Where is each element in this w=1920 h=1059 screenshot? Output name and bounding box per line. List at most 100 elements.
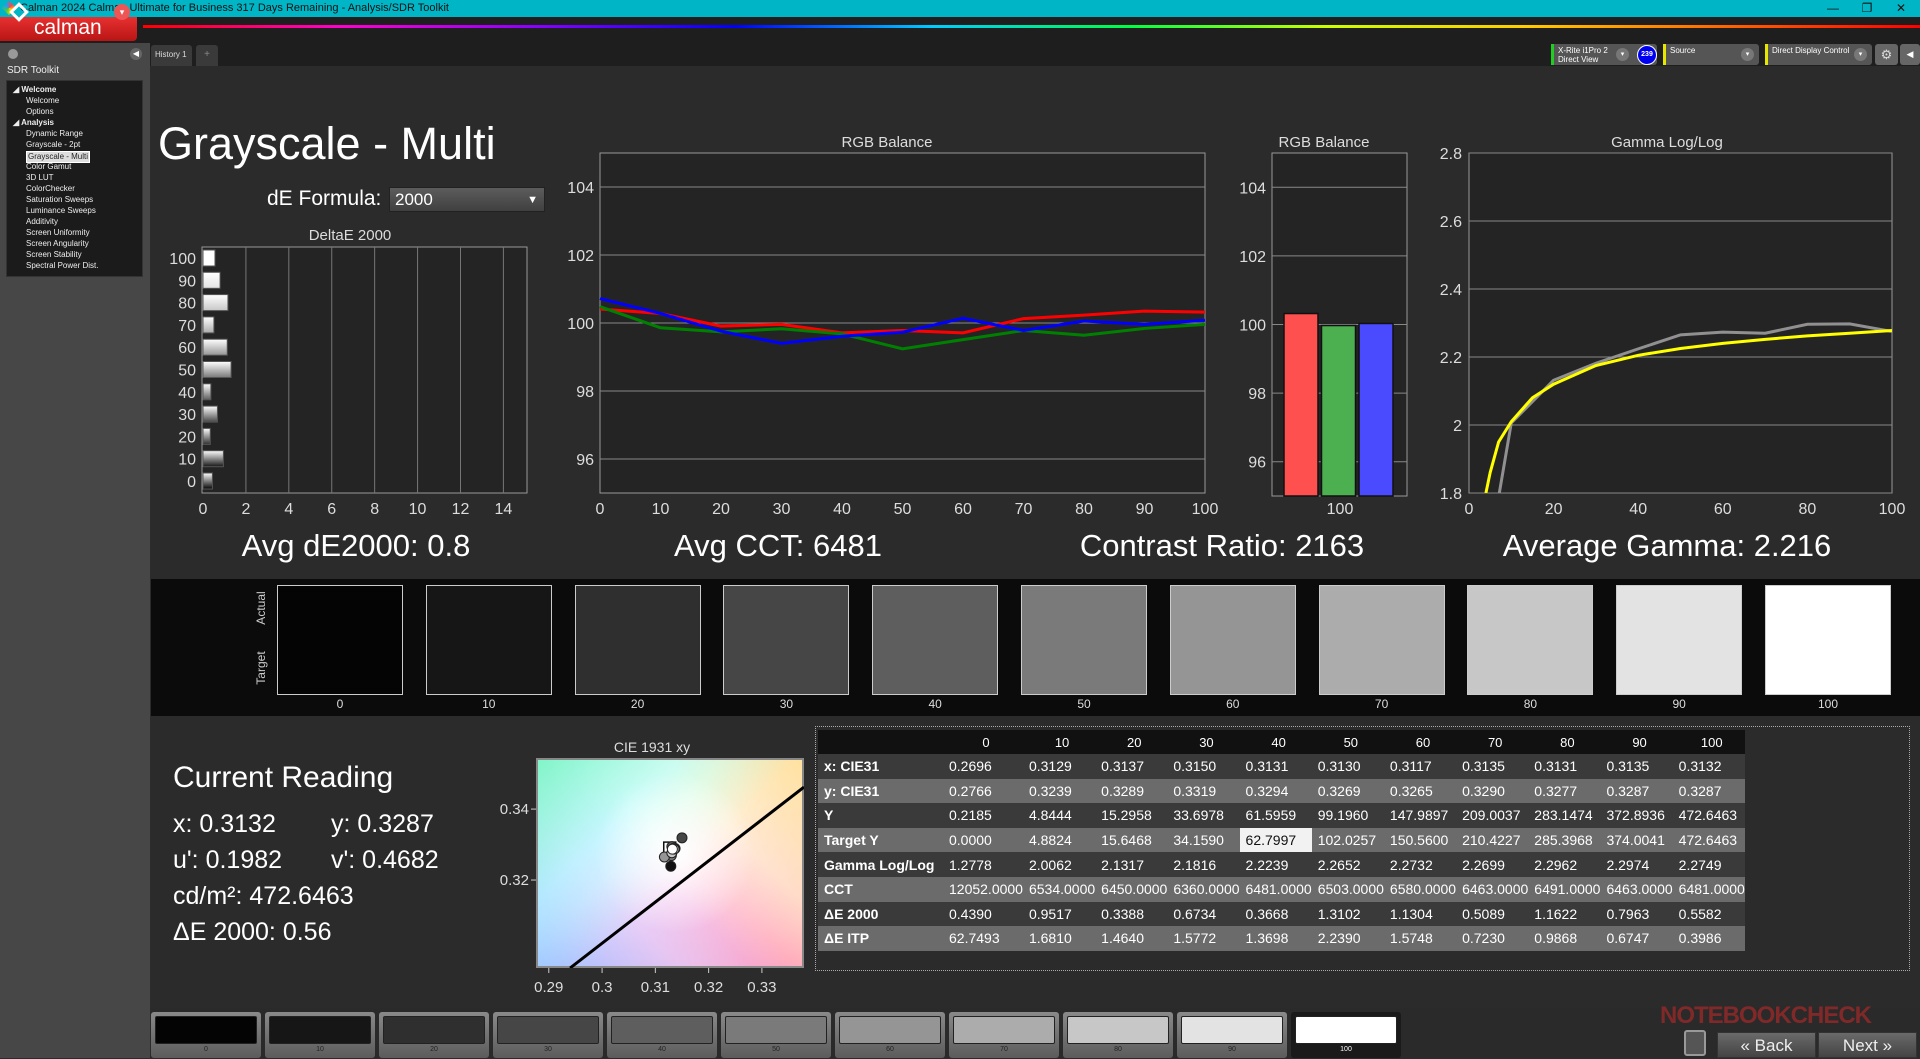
patch-button-70[interactable]: 70 — [949, 1012, 1059, 1058]
back-button[interactable]: « Back — [1717, 1032, 1816, 1058]
display-control-selector[interactable]: Direct Display Control ▾ — [1765, 44, 1872, 65]
table-cell[interactable]: 6481.0000 — [1239, 876, 1312, 902]
close-button[interactable]: ✕ — [1895, 1, 1907, 15]
table-cell[interactable]: 283.1474 — [1528, 803, 1601, 828]
table-cell[interactable]: 0.3137 — [1095, 754, 1168, 779]
table-cell[interactable]: 0.3150 — [1167, 754, 1240, 779]
table-cell[interactable]: 374.0041 — [1600, 827, 1673, 853]
table-cell[interactable]: 472.6463 — [1672, 827, 1745, 853]
table-cell[interactable]: 2.1317 — [1095, 852, 1168, 877]
table-cell[interactable]: 2.2732 — [1383, 852, 1457, 877]
table-cell[interactable]: 0.5089 — [1456, 901, 1529, 927]
table-cell[interactable]: 2.2974 — [1600, 852, 1673, 877]
next-button[interactable]: Next » — [1818, 1032, 1917, 1058]
table-cell[interactable]: 0.2696 — [943, 754, 1023, 779]
tree-item[interactable]: ColorChecker — [26, 184, 75, 193]
chevron-down-icon[interactable]: ▾ — [1741, 48, 1754, 61]
table-cell[interactable]: 0.5582 — [1672, 901, 1745, 927]
table-cell[interactable]: 0.3117 — [1383, 754, 1457, 779]
collapse-sidebar-button[interactable]: ◀ — [130, 48, 142, 60]
table-cell[interactable]: 0.3132 — [1672, 754, 1745, 779]
tree-item[interactable]: Welcome — [26, 96, 60, 105]
table-cell[interactable]: 6463.0000 — [1456, 876, 1529, 902]
table-cell[interactable]: 150.5600 — [1383, 827, 1457, 853]
table-cell[interactable]: 0.3289 — [1095, 778, 1168, 804]
patch-button-40[interactable]: 40 — [607, 1012, 717, 1058]
table-cell[interactable]: 0.3239 — [1022, 778, 1096, 804]
table-cell[interactable]: 285.3968 — [1528, 827, 1601, 853]
chevron-down-icon[interactable]: ▾ — [114, 4, 130, 20]
table-cell[interactable]: 0.3277 — [1528, 778, 1601, 804]
table-cell[interactable]: 0.3319 — [1167, 778, 1240, 804]
table-cell[interactable]: 0.3129 — [1022, 754, 1096, 779]
source-selector[interactable]: Source ▾ — [1663, 44, 1759, 65]
minimize-button[interactable]: — — [1827, 1, 1839, 15]
tree-item[interactable]: Luminance Sweeps — [26, 206, 96, 215]
patch-button-30[interactable]: 30 — [493, 1012, 603, 1058]
tree-item[interactable]: Grayscale - Multi — [26, 151, 91, 163]
table-cell[interactable]: 1.4640 — [1095, 926, 1168, 951]
table-cell[interactable]: 0.2766 — [943, 778, 1023, 804]
tree-group[interactable]: ◢ Welcome — [13, 85, 57, 94]
table-cell[interactable]: 0.3135 — [1600, 754, 1673, 779]
table-cell[interactable]: 209.0037 — [1456, 803, 1529, 828]
table-cell[interactable]: 0.6734 — [1167, 901, 1240, 927]
table-cell[interactable]: 12052.0000 — [943, 876, 1023, 902]
calman-menu-button[interactable]: calman — [0, 17, 137, 41]
tree-item[interactable]: Color Gamut — [26, 162, 72, 171]
tab-history-1[interactable]: History 1 — [151, 45, 192, 66]
table-cell[interactable]: 0.7230 — [1456, 926, 1529, 951]
table-cell[interactable]: 0.3668 — [1239, 901, 1312, 927]
add-tab-button[interactable]: + — [196, 45, 218, 66]
tree-item[interactable]: Grayscale - 2pt — [26, 140, 81, 149]
table-cell[interactable]: 0.6747 — [1600, 926, 1673, 951]
table-cell[interactable]: 99.1960 — [1311, 803, 1384, 828]
table-cell[interactable]: 2.0062 — [1022, 852, 1096, 877]
table-cell[interactable]: 0.9868 — [1528, 926, 1601, 951]
table-cell[interactable]: 2.2699 — [1456, 852, 1529, 877]
pin-icon[interactable] — [8, 49, 18, 59]
patch-button-50[interactable]: 50 — [721, 1012, 831, 1058]
tree-item[interactable]: Dynamic Range — [26, 129, 83, 138]
patch-button-90[interactable]: 90 — [1177, 1012, 1287, 1058]
tree-group[interactable]: ◢ Analysis — [13, 118, 54, 127]
table-cell[interactable]: 4.8824 — [1022, 827, 1096, 853]
patch-button-10[interactable]: 10 — [265, 1012, 375, 1058]
collapse-right-button[interactable]: ◀ — [1900, 44, 1920, 65]
table-cell[interactable]: 15.2958 — [1095, 803, 1168, 828]
table-cell[interactable]: 0.3269 — [1311, 778, 1384, 804]
meter-selector[interactable]: X-Rite i1Pro 2 Direct View ▾ — [1551, 44, 1657, 65]
table-cell[interactable]: 0.3265 — [1383, 778, 1457, 804]
patch-button-60[interactable]: 60 — [835, 1012, 945, 1058]
table-cell[interactable]: 0.9517 — [1022, 901, 1096, 927]
table-cell[interactable]: 62.7493 — [943, 926, 1023, 951]
table-cell[interactable]: 2.2390 — [1311, 926, 1384, 951]
stop-icon[interactable] — [1684, 1030, 1706, 1056]
table-cell[interactable]: 2.2239 — [1239, 852, 1312, 877]
table-cell[interactable]: 34.1590 — [1167, 827, 1240, 853]
table-cell[interactable]: 6503.0000 — [1311, 876, 1384, 902]
table-cell[interactable]: 1.1622 — [1528, 901, 1601, 927]
tree-item[interactable]: Options — [26, 107, 54, 116]
table-cell[interactable]: 0.2185 — [943, 803, 1023, 828]
table-cell[interactable]: 147.9897 — [1383, 803, 1457, 828]
table-cell[interactable]: 0.3130 — [1311, 754, 1384, 779]
gear-icon[interactable]: ⚙ — [1875, 44, 1898, 65]
table-cell[interactable]: 0.4390 — [943, 901, 1023, 927]
table-cell[interactable]: 6450.0000 — [1095, 876, 1168, 902]
table-cell[interactable]: 2.2652 — [1311, 852, 1384, 877]
table-cell[interactable]: 33.6978 — [1167, 803, 1240, 828]
table-cell[interactable]: 6491.0000 — [1528, 876, 1601, 902]
table-cell[interactable]: 0.3287 — [1672, 778, 1745, 804]
table-cell[interactable]: 210.4227 — [1456, 827, 1529, 853]
table-cell[interactable]: 6360.0000 — [1167, 876, 1240, 902]
table-cell[interactable]: 1.5748 — [1383, 926, 1457, 951]
table-cell[interactable]: 1.3102 — [1311, 901, 1384, 927]
table-cell[interactable]: 6580.0000 — [1383, 876, 1457, 902]
patch-button-20[interactable]: 20 — [379, 1012, 489, 1058]
tree-item[interactable]: Spectral Power Dist. — [26, 261, 99, 270]
patch-button-100[interactable]: 100 — [1291, 1012, 1401, 1058]
de-formula-select[interactable]: 2000 ▼ — [389, 187, 545, 212]
chevron-down-icon[interactable]: ▾ — [1854, 48, 1867, 61]
table-cell[interactable]: 0.3287 — [1600, 778, 1673, 804]
